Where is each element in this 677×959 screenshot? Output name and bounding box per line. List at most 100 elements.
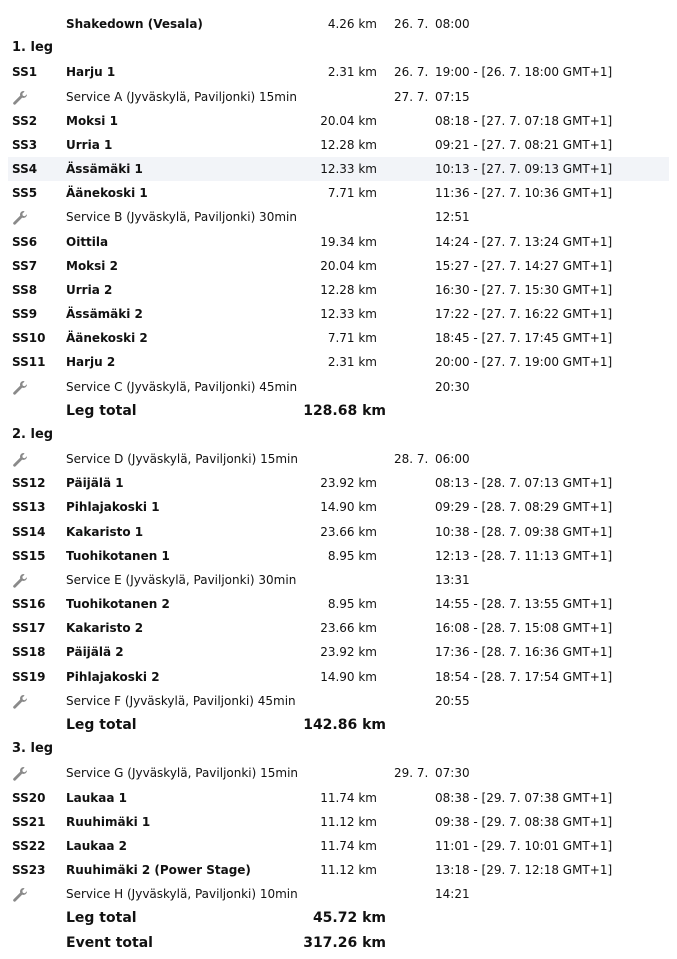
stage-name: Päijälä 2 — [66, 645, 124, 660]
stage-name: Laukaa 1 — [66, 790, 127, 805]
total-distance: 45.72 km — [312, 910, 386, 927]
stage-code: SS14 — [12, 524, 46, 539]
leg-title: 3. leg — [12, 741, 54, 757]
stage-code: SS12 — [12, 476, 46, 491]
stage-name: Service B (Jyväskylä, Paviljonki) 30min — [66, 210, 297, 225]
start-time: 16:30 - [27. 7. 15:30 GMT+1] — [435, 282, 613, 297]
start-time: 17:36 - [28. 7. 16:36 GMT+1] — [435, 645, 613, 660]
stage-distance: 14.90 km — [320, 669, 377, 684]
start-time: 06:00 — [435, 452, 470, 467]
stage-row: SS11 Harju 2 2.31 km 20:00 - [27. 7. 19:00 … — [8, 350, 669, 374]
stage-name: Äänekoski 1 — [66, 186, 148, 201]
stage-code: SS8 — [12, 282, 38, 297]
stage-row: SS6 Oittila 19.34 km 14:24 - [27. 7. 13:24 … — [8, 230, 669, 254]
stage-code: SS7 — [12, 258, 38, 273]
stage-distance: 8.95 km — [327, 548, 377, 563]
stage-row: SS21 Ruuhimäki 1 11.12 km 09:38 - [29. 7. 0… — [8, 810, 669, 834]
total-row: Leg total 45.72 km — [8, 906, 669, 930]
service-row: Service G (Jyväskylä, Paviljonki) 15min 2… — [8, 761, 669, 785]
total-row: Leg total 128.68 km — [8, 399, 669, 423]
stage-row: SS7 Moksi 2 20.04 km 15:27 - [27. 7. 14:27 … — [8, 254, 669, 278]
stage-name: Service D (Jyväskylä, Paviljonki) 15min — [66, 452, 298, 467]
total-label: Event total — [66, 934, 153, 951]
stage-distance: 23.92 km — [320, 476, 377, 491]
stage-code: SS20 — [12, 790, 46, 805]
stage-row: SS1 Harju 1 2.31 km 26. 7. 19:00 - [26. 7. 1… — [8, 60, 669, 84]
total-row: Event total 317.26 km — [8, 931, 669, 955]
stage-row: SS4 Ässämäki 1 12.33 km 10:13 - [27. 7. 09:… — [8, 157, 669, 182]
service-row: Service H (Jyväskylä, Paviljonki) 10min 1… — [8, 882, 669, 906]
stage-row: SS23 Ruuhimäki 2 (Power Stage) 11.12 km 13:… — [8, 858, 669, 882]
stage-distance: 2.31 km — [327, 65, 377, 80]
wrench-icon — [12, 573, 28, 589]
start-time: 11:36 - [27. 7. 10:36 GMT+1] — [435, 186, 613, 201]
start-date: 27. 7. — [394, 89, 429, 104]
itinerary-list: Shakedown (Vesala) 4.26 km 26. 7. 08:00 1. l… — [8, 12, 669, 955]
start-time: 18:54 - [28. 7. 17:54 GMT+1] — [435, 669, 613, 684]
stage-name: Kakaristo 1 — [66, 524, 144, 539]
start-time: 09:29 - [28. 7. 08:29 GMT+1] — [435, 500, 613, 515]
start-time: 15:27 - [27. 7. 14:27 GMT+1] — [435, 258, 613, 273]
total-distance: 317.26 km — [303, 934, 386, 951]
stage-name: Harju 1 — [66, 65, 116, 80]
start-time: 07:30 — [435, 766, 470, 781]
stage-distance: 7.71 km — [327, 331, 377, 346]
stage-name: Service G (Jyväskylä, Paviljonki) 15min — [66, 766, 299, 781]
stage-name: Tuohikotanen 2 — [66, 597, 170, 612]
stage-name: Oittila — [66, 234, 109, 249]
stage-name: Service E (Jyväskylä, Paviljonki) 30min — [66, 572, 297, 587]
start-date: 26. 7. — [394, 17, 429, 31]
stage-distance: 14.90 km — [320, 500, 377, 515]
stage-row: SS20 Laukaa 1 11.74 km 08:38 - [29. 7. 07:3… — [8, 786, 669, 810]
stage-row: SS19 Pihlajakoski 2 14.90 km 18:54 - [28. 7… — [8, 665, 669, 689]
stage-name: Laukaa 2 — [66, 838, 127, 853]
stage-name: Ässämäki 1 — [66, 162, 143, 177]
total-label: Leg total — [66, 716, 137, 733]
stage-code: SS18 — [12, 645, 46, 660]
stage-distance: 23.92 km — [320, 645, 377, 660]
service-row: Service E (Jyväskylä, Paviljonki) 30min 1… — [8, 568, 669, 592]
wrench-icon — [12, 766, 28, 782]
leg-header: 2. leg — [8, 423, 669, 447]
wrench-icon — [12, 887, 28, 903]
stage-code: SS15 — [12, 548, 46, 563]
stage-name: Kakaristo 2 — [66, 621, 144, 636]
stage-name: Pihlajakoski 1 — [66, 500, 160, 515]
stage-name: Ässämäki 2 — [66, 307, 143, 322]
stage-name: Päijälä 1 — [66, 476, 124, 491]
stage-distance: 20.04 km — [320, 258, 377, 273]
stage-distance: 20.04 km — [320, 113, 377, 128]
stage-name: Service C (Jyväskylä, Paviljonki) 45min — [66, 379, 298, 394]
stage-distance: 23.66 km — [320, 524, 377, 539]
start-time: 08:18 - [27. 7. 07:18 GMT+1] — [435, 113, 613, 128]
stage-code: SS5 — [12, 186, 38, 201]
start-time: 10:38 - [28. 7. 09:38 GMT+1] — [435, 524, 613, 539]
stage-name: Ruuhimäki 1 — [66, 814, 151, 829]
stage-code: SS17 — [12, 621, 46, 636]
stage-name: Harju 2 — [66, 355, 116, 370]
stage-row: SS3 Urria 1 12.28 km 09:21 - [27. 7. 08:21 … — [8, 133, 669, 157]
start-time: 08:38 - [29. 7. 07:38 GMT+1] — [435, 790, 613, 805]
stage-name: Service H (Jyväskylä, Paviljonki) 10min — [66, 887, 298, 902]
total-distance: 128.68 km — [303, 402, 386, 419]
stage-row: SS22 Laukaa 2 11.74 km 11:01 - [29. 7. 10:0… — [8, 834, 669, 858]
stage-distance: 12.28 km — [320, 137, 377, 152]
stage-row: SS18 Päijälä 2 23.92 km 17:36 - [28. 7. 16:… — [8, 640, 669, 664]
stage-distance: 23.66 km — [320, 621, 377, 636]
stage-distance: 12.33 km — [320, 307, 377, 322]
stage-row: SS10 Äänekoski 2 7.71 km 18:45 - [27. 7. 17… — [8, 326, 669, 350]
stage-code: SS2 — [12, 113, 38, 128]
stage-code: SS11 — [12, 355, 46, 370]
start-time: 08:00 — [435, 17, 470, 31]
wrench-icon — [12, 452, 28, 468]
stage-code: SS4 — [12, 162, 38, 177]
stage-row: SS16 Tuohikotanen 2 8.95 km 14:55 - [28. 7.… — [8, 592, 669, 616]
start-date: 26. 7. — [394, 65, 429, 80]
start-time: 14:55 - [28. 7. 13:55 GMT+1] — [435, 597, 613, 612]
stage-name: Urria 2 — [66, 282, 113, 297]
stage-row: SS12 Päijälä 1 23.92 km 08:13 - [28. 7. 07:… — [8, 471, 669, 495]
start-time: 12:51 — [435, 210, 470, 225]
stage-code: SS9 — [12, 307, 38, 322]
total-label: Leg total — [66, 402, 137, 419]
stage-row: SS13 Pihlajakoski 1 14.90 km 09:29 - [28. 7… — [8, 495, 669, 519]
